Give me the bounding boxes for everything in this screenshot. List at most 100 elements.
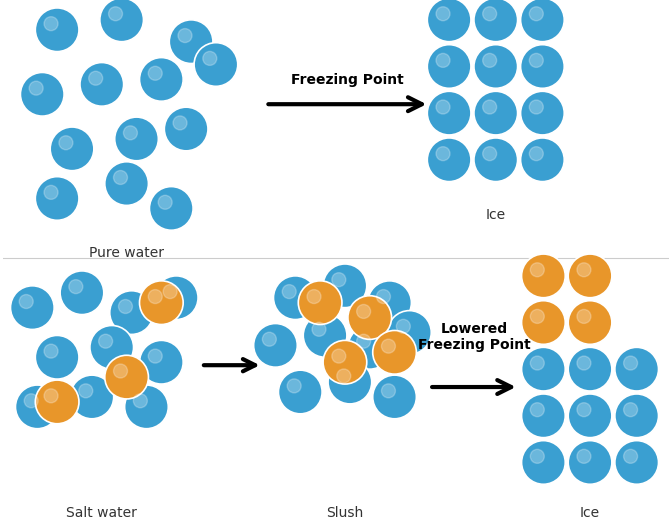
Circle shape [89,71,103,85]
Circle shape [530,146,543,161]
Circle shape [357,334,371,348]
Circle shape [19,294,33,309]
Circle shape [274,276,317,320]
Circle shape [44,344,58,358]
Text: Pure water: Pure water [89,246,164,260]
Circle shape [105,162,149,206]
Circle shape [474,138,517,181]
Text: Lowered
Freezing Point: Lowered Freezing Point [417,322,530,353]
Circle shape [158,195,172,209]
Circle shape [569,394,612,438]
Circle shape [36,380,79,424]
Circle shape [427,0,471,42]
Circle shape [348,325,392,369]
Text: Freezing Point: Freezing Point [290,73,403,87]
Circle shape [278,370,322,414]
Circle shape [376,290,390,303]
Circle shape [482,53,497,67]
Circle shape [332,272,346,287]
Circle shape [482,7,497,21]
Circle shape [373,375,417,419]
Circle shape [140,340,183,384]
Circle shape [262,332,276,346]
Circle shape [114,364,128,378]
Circle shape [178,29,192,42]
Circle shape [577,403,591,417]
Circle shape [436,100,450,114]
Circle shape [69,280,83,293]
Circle shape [577,449,591,463]
Circle shape [530,100,543,114]
Circle shape [348,295,392,339]
Circle shape [569,440,612,484]
Circle shape [99,334,113,348]
Circle shape [436,7,450,21]
Circle shape [24,394,38,408]
Circle shape [323,264,367,308]
Circle shape [124,126,137,140]
Circle shape [133,394,147,408]
Circle shape [615,440,659,484]
Circle shape [388,311,431,354]
Circle shape [312,322,326,336]
Circle shape [287,379,301,393]
Circle shape [44,185,58,199]
Circle shape [105,355,149,399]
Circle shape [577,310,591,323]
Circle shape [474,44,517,88]
Circle shape [36,177,79,220]
Circle shape [100,0,144,42]
Circle shape [337,369,351,383]
Circle shape [569,347,612,391]
Circle shape [427,44,471,88]
Circle shape [427,138,471,181]
Circle shape [521,0,564,42]
Circle shape [298,281,342,324]
Circle shape [36,8,79,52]
Circle shape [521,347,565,391]
Circle shape [569,254,612,298]
Circle shape [149,66,162,80]
Circle shape [253,324,297,367]
Circle shape [577,356,591,370]
Circle shape [124,385,168,429]
Circle shape [530,449,544,463]
Circle shape [530,7,543,21]
Circle shape [282,285,296,299]
Circle shape [436,146,450,161]
Circle shape [521,394,565,438]
Circle shape [530,403,544,417]
Circle shape [303,314,347,357]
Text: Ice: Ice [580,506,600,520]
Circle shape [615,347,659,391]
Circle shape [59,136,73,150]
Text: Slush: Slush [327,506,364,520]
Circle shape [530,53,543,67]
Circle shape [521,138,564,181]
Circle shape [474,92,517,135]
Circle shape [521,254,565,298]
Circle shape [382,339,395,353]
Circle shape [60,271,103,314]
Circle shape [624,449,638,463]
Circle shape [15,385,59,429]
Circle shape [155,276,198,320]
Circle shape [328,360,372,404]
Circle shape [50,127,94,170]
Circle shape [427,92,471,135]
Circle shape [396,320,411,333]
Circle shape [373,331,417,374]
Circle shape [577,263,591,277]
Circle shape [165,107,208,151]
Circle shape [173,116,187,130]
Circle shape [110,291,153,334]
Circle shape [115,117,159,161]
Circle shape [80,63,124,106]
Circle shape [194,43,238,86]
Circle shape [357,304,371,319]
Circle shape [530,310,544,323]
Circle shape [90,325,134,369]
Circle shape [70,375,114,419]
Circle shape [149,290,162,303]
Circle shape [530,263,544,277]
